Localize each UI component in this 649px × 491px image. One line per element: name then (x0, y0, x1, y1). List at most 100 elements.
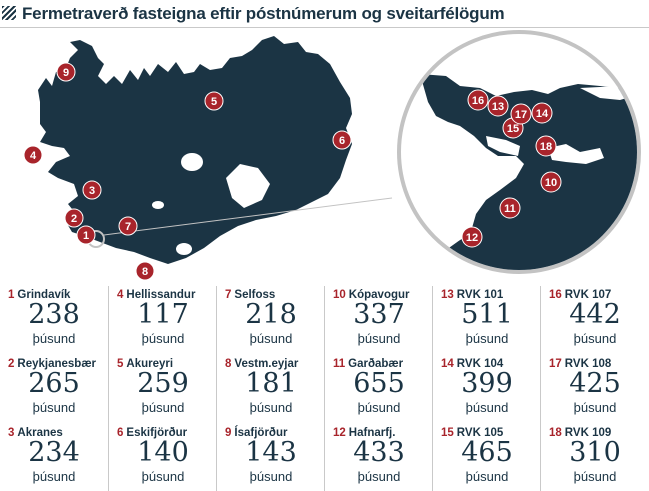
item-unit: þúsund (249, 469, 293, 484)
item-unit: þúsund (573, 469, 617, 484)
item-name: Ísafjörður (234, 427, 288, 439)
marker-9: 9 (56, 62, 76, 82)
svg-text:13: 13 (492, 101, 504, 113)
price-column: 10 Kópavogur 337 þúsund 11 Garðabær 655 þú… (324, 286, 432, 491)
zoom-connector (103, 197, 393, 236)
price-cell: 17 RVK 108 425 þúsund (541, 355, 649, 423)
price-cell: 11 Garðabær 655 þúsund (325, 355, 433, 423)
item-number: 13 (441, 289, 454, 301)
price-cell: 2 Reykjanesbær 265 þúsund (0, 355, 108, 423)
item-name: RVK 108 (564, 358, 612, 370)
item-unit: þúsund (249, 400, 293, 415)
item-unit: þúsund (357, 469, 401, 484)
marker-13: 13 (487, 95, 509, 117)
item-unit: þúsund (32, 469, 76, 484)
item-value: 265 (28, 368, 80, 399)
price-cell: 3 Akranes 234 þúsund (0, 424, 108, 491)
svg-text:14: 14 (536, 108, 549, 120)
item-number: 7 (225, 289, 232, 301)
price-column: 4 Hellissandur 117 þúsund 5 Akureyri 259 þ… (108, 286, 216, 491)
item-value: 310 (569, 437, 621, 468)
item-number: 12 (333, 427, 346, 439)
marker-6: 6 (332, 130, 352, 150)
item-unit: þúsund (465, 331, 509, 346)
svg-text:1: 1 (83, 230, 89, 242)
marker-16: 16 (467, 89, 489, 111)
marker-14: 14 (531, 102, 553, 124)
price-cell: 10 Kópavogur 337 þúsund (325, 286, 433, 354)
price-cell: 5 Akureyri 259 þúsund (109, 355, 217, 423)
item-number: 17 (549, 358, 562, 370)
iceland-map (38, 36, 352, 264)
price-cell: 4 Hellissandur 117 þúsund (109, 286, 217, 354)
item-name: Eskifjörður (126, 427, 188, 439)
price-cell: 9 Ísafjörður 143 þúsund (217, 424, 325, 491)
item-name: Kópavogur (348, 289, 410, 301)
svg-text:5: 5 (211, 96, 217, 108)
header: Fermetraverð fasteigna eftir póstnúmerum… (0, 0, 649, 28)
price-cell: 13 RVK 101 511 þúsund (433, 286, 541, 354)
marker-17: 17 (510, 103, 532, 125)
svg-text:2: 2 (71, 213, 77, 225)
glacier-shape (152, 201, 164, 209)
item-value: 442 (569, 299, 621, 330)
item-name: Grindavík (17, 289, 71, 301)
marker-18: 18 (535, 135, 557, 157)
item-number: 11 (333, 358, 346, 370)
svg-text:3: 3 (89, 185, 95, 197)
map: 1 2 3 4 5 6 7 8 9 10 11 12 13 14 15 16 1… (23, 30, 641, 281)
item-unit: þúsund (32, 331, 76, 346)
item-name: RVK 109 (564, 427, 612, 439)
glacier-shape (181, 153, 203, 171)
price-cell: 12 Hafnarfj. 433 þúsund (325, 424, 433, 491)
marker-7: 7 (118, 216, 138, 236)
svg-text:6: 6 (339, 135, 345, 147)
item-unit: þúsund (573, 400, 617, 415)
item-number: 18 (549, 427, 562, 439)
item-unit: þúsund (465, 469, 509, 484)
item-value: 218 (245, 299, 297, 330)
price-cell: 1 Grindavík 238 þúsund (0, 286, 108, 354)
item-number: 1 (8, 289, 15, 301)
svg-text:15: 15 (507, 123, 519, 135)
svg-text:11: 11 (504, 203, 516, 215)
item-number: 3 (8, 427, 15, 439)
svg-text:4: 4 (30, 150, 37, 162)
item-name: Reykjanesbær (17, 358, 97, 370)
svg-text:18: 18 (540, 141, 552, 153)
marker-5: 5 (204, 91, 224, 111)
marker-1: 1 (76, 225, 96, 245)
item-number: 2 (8, 358, 15, 370)
item-name: Vestm.eyjar (234, 358, 299, 370)
svg-text:12: 12 (466, 232, 478, 244)
marker-3: 3 (82, 180, 102, 200)
item-unit: þúsund (465, 400, 509, 415)
item-value: 425 (569, 368, 621, 399)
marker-10: 10 (540, 171, 562, 193)
price-column: 13 RVK 101 511 þúsund 14 RVK 104 399 þúsun… (432, 286, 540, 491)
price-cell: 14 RVK 104 399 þúsund (433, 355, 541, 423)
price-cell: 16 RVK 107 442 þúsund (541, 286, 649, 354)
svg-text:8: 8 (142, 266, 148, 278)
item-name: Garðabær (348, 358, 404, 370)
item-unit: þúsund (32, 400, 76, 415)
item-value: 143 (245, 437, 297, 468)
item-number: 14 (441, 358, 454, 370)
item-number: 4 (117, 289, 124, 301)
item-name: Akureyri (126, 358, 174, 370)
price-column: 7 Selfoss 218 þúsund 8 Vestm.eyjar 181 þús… (216, 286, 324, 491)
marker-2: 2 (64, 208, 84, 228)
item-unit: þúsund (141, 331, 185, 346)
price-cell: 7 Selfoss 218 þúsund (217, 286, 325, 354)
price-grid: 1 Grindavík 238 þúsund 2 Reykjanesbær 265 … (0, 286, 649, 491)
marker-4: 4 (23, 145, 43, 165)
glacier-shape (176, 243, 192, 255)
item-value: 433 (353, 437, 405, 468)
marker-12: 12 (461, 226, 483, 248)
item-name: RVK 107 (564, 289, 612, 301)
item-unit: þúsund (141, 400, 185, 415)
item-unit: þúsund (357, 331, 401, 346)
svg-text:16: 16 (472, 95, 484, 107)
price-cell: 6 Eskifjörður 140 þúsund (109, 424, 217, 491)
item-number: 6 (117, 427, 124, 439)
